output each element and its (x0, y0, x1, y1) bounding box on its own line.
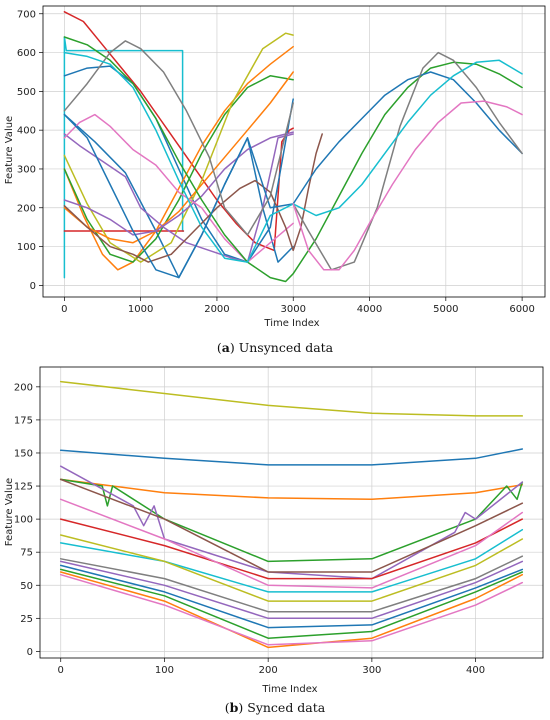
grid-a (43, 6, 545, 297)
series-line-a-6 (63, 45, 294, 271)
series-line-a-9 (63, 71, 294, 244)
grid-b (40, 367, 543, 658)
x-tick-label: 3000 (281, 304, 306, 315)
series-line-a-10 (63, 131, 294, 236)
caption-b: (b) Synced data (224, 700, 326, 715)
series-line-b-4 (59, 478, 524, 563)
y-tick-label: 100 (17, 242, 36, 253)
series-line-a-4 (63, 65, 294, 263)
series-line-a-16 (63, 40, 294, 236)
series-line-b-14 (59, 568, 524, 639)
x-tick-label: 100 (155, 665, 174, 676)
series-line-a-19 (292, 100, 523, 271)
series-line-b-1 (59, 380, 524, 417)
series-line-b-2 (59, 448, 524, 466)
series-group-a (63, 11, 523, 283)
plot-frame-a (42, 5, 546, 298)
y-tick-label: 400 (17, 126, 36, 137)
series-line-b-10 (59, 534, 524, 602)
series-line-b-7 (59, 518, 524, 580)
caption-a-tag: a (221, 340, 230, 355)
y-tick-label: 600 (17, 48, 36, 59)
series-line-b-9 (59, 528, 524, 593)
y-tick-label: 0 (27, 647, 33, 658)
series-line-a-13 (63, 133, 323, 263)
series-line-b-6 (59, 478, 524, 573)
x-tick-label: 6000 (509, 304, 534, 315)
y-tick-label: 200 (17, 203, 36, 214)
y-tick-label: 75 (20, 548, 33, 559)
series-line-a-17 (292, 51, 523, 271)
y-tick-label: 0 (30, 281, 36, 292)
caption-a: (a) Unsynced data (216, 340, 334, 355)
x-tick-label: 0 (61, 304, 67, 315)
y-tick-label: 500 (17, 87, 36, 98)
ticks-b: 0 100 200 300 400 0 25 50 75 100 125 150 175 200 (14, 382, 485, 676)
series-line-a-12 (63, 113, 294, 263)
series-line-b-11 (59, 555, 524, 613)
y-axis-label-a: Feature Value (4, 116, 15, 184)
y-tick-label: 300 (17, 164, 36, 175)
y-tick-label: 25 (20, 614, 33, 625)
x-tick-label: 5000 (433, 304, 458, 315)
caption-a-text: Unsynced data (238, 340, 334, 355)
y-axis-label-b: Feature Value (4, 478, 15, 546)
chart-synced: 0 100 200 300 400 0 25 50 75 100 125 150 175 200 Time… (4, 366, 544, 695)
series-line-b-16 (59, 573, 524, 646)
series-line-b-8 (59, 498, 524, 589)
series-line-b-3 (59, 478, 524, 501)
series-line-a-14 (63, 36, 523, 283)
ticks-a: 0 1000 2000 3000 4000 5000 6000 0 100 200 300 400 50… (17, 9, 535, 315)
y-tick-label: 100 (14, 515, 33, 526)
caption-b-text: Synced data (247, 700, 326, 715)
plot-frame-b (39, 366, 544, 659)
x-tick-label: 2000 (204, 304, 229, 315)
y-tick-label: 125 (14, 482, 33, 493)
series-line-a-7 (63, 75, 294, 263)
series-line-b-13 (59, 564, 524, 629)
x-tick-label: 4000 (357, 304, 382, 315)
series-line-b-5 (59, 465, 524, 580)
x-axis-label-a: Time Index (263, 318, 319, 329)
y-tick-label: 175 (14, 415, 33, 426)
x-tick-label: 400 (466, 665, 485, 676)
x-tick-label: 200 (259, 665, 278, 676)
x-tick-label: 300 (362, 665, 381, 676)
x-tick-label: 0 (58, 665, 64, 676)
series-line-b-12 (59, 560, 524, 620)
y-tick-label: 700 (17, 9, 36, 20)
x-axis-label-b: Time Index (261, 684, 317, 695)
series-line-a-11 (63, 133, 294, 263)
y-tick-label: 150 (14, 448, 33, 459)
caption-b-tag: b (229, 700, 239, 715)
series-group-b (59, 380, 524, 649)
y-tick-label: 200 (14, 382, 33, 393)
series-line-a-8 (63, 32, 294, 263)
x-tick-label: 1000 (128, 304, 153, 315)
chart-unsynced: 0 1000 2000 3000 4000 5000 6000 0 100 200 300 400 50… (4, 5, 546, 329)
y-tick-label: 50 (20, 581, 33, 592)
